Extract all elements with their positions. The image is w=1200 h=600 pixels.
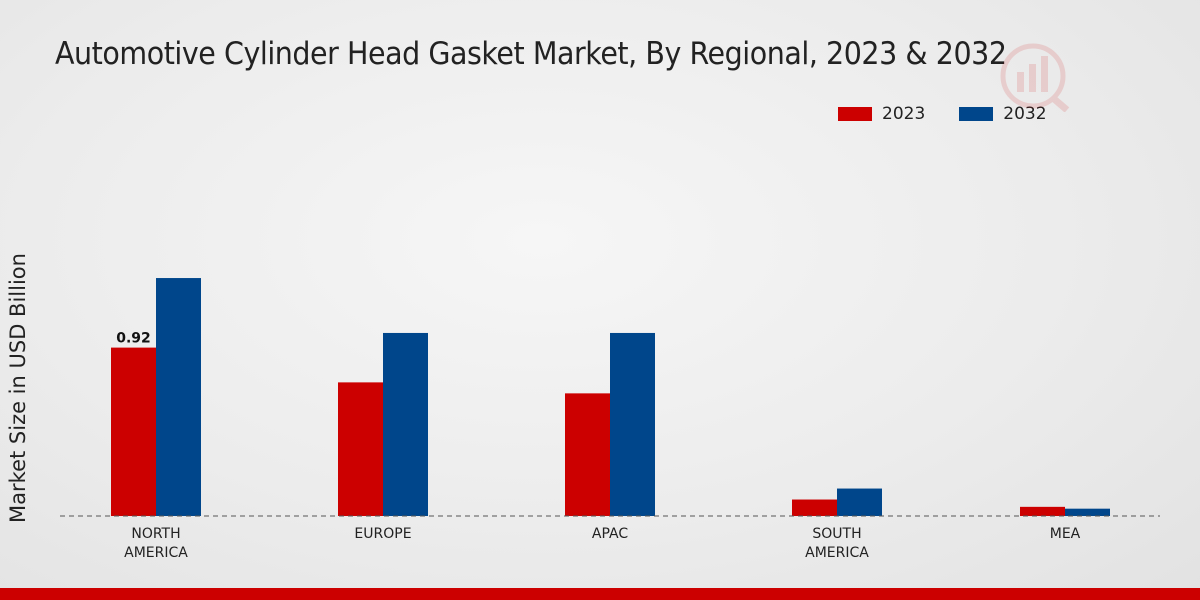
watermark-icon [1000,43,1070,112]
bar-2023-4 [1020,506,1065,516]
chart-title: Automotive Cylinder Head Gasket Market, … [55,36,1007,72]
bar-2023-1 [338,382,383,516]
bar-2032-4 [1065,508,1110,516]
x-tick-label-2: APAC [592,526,628,542]
legend: 2023 2032 [838,104,1081,124]
x-tick-label-1: EUROPE [354,526,411,542]
legend-label-2023: 2023 [882,104,926,124]
x-tick-label-4: MEA [1050,526,1081,542]
bar-2032-0 [156,278,201,516]
legend-item-2023: 2023 [838,104,925,124]
legend-swatch-2023 [838,107,872,121]
legend-item-2032: 2032 [959,104,1047,124]
bottom-accent-bar [0,588,1200,600]
x-tick-label-3: SOUTH AMERICA [805,526,869,561]
legend-label-2032: 2032 [1003,104,1047,124]
bar-2023-3 [792,499,837,516]
x-tick-label-0: NORTH AMERICA [124,526,188,561]
data-label-0: 0.92 [116,331,151,347]
bar-2032-1 [383,332,428,516]
bar-2023-0 [111,347,156,516]
bar-2023-2 [565,393,610,516]
bar-2032-2 [610,332,655,516]
legend-swatch-2032 [959,107,994,121]
bar-2032-3 [837,488,882,516]
